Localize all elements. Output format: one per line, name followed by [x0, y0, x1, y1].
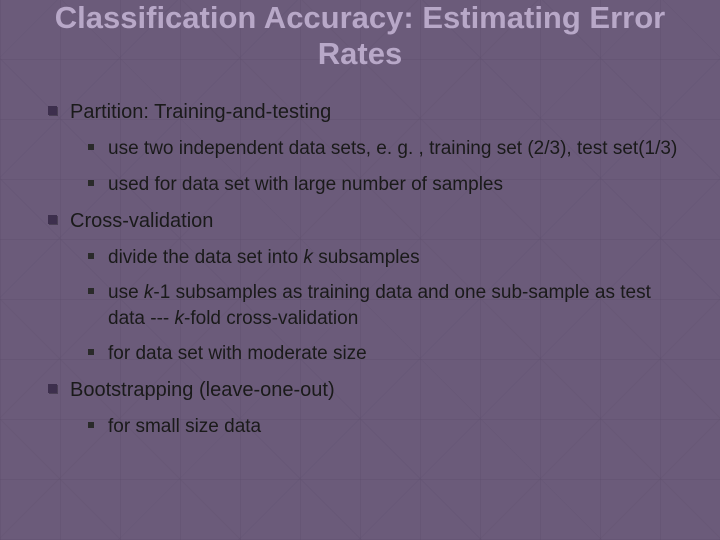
- sub-bullet: for data set with moderate size: [108, 341, 680, 367]
- slide-title: Classification Accuracy: Estimating Erro…: [0, 0, 720, 79]
- sub-bullet: divide the data set into k subsamples: [108, 245, 680, 271]
- sub-bullet: for small size data: [108, 414, 680, 440]
- bullet-partition: Partition: Training-and-testing: [70, 99, 680, 126]
- text: use: [108, 282, 144, 303]
- italic-k: k: [175, 308, 185, 329]
- italic-k: k: [144, 282, 154, 303]
- sub-bullet: use two independent data sets, e. g. , t…: [108, 136, 680, 162]
- text: -fold cross-validation: [184, 308, 358, 329]
- bullet-bootstrapping: Bootstrapping (leave-one-out): [70, 377, 680, 404]
- text: divide the data set into: [108, 247, 303, 268]
- text: subsamples: [313, 247, 420, 268]
- sub-bullet: used for data set with large number of s…: [108, 172, 680, 198]
- italic-k: k: [303, 247, 313, 268]
- sub-bullet: use k-1 subsamples as training data and …: [108, 280, 680, 331]
- slide-body: Partition: Training-and-testing use two …: [0, 79, 720, 439]
- bullet-crossvalidation: Cross-validation: [70, 208, 680, 235]
